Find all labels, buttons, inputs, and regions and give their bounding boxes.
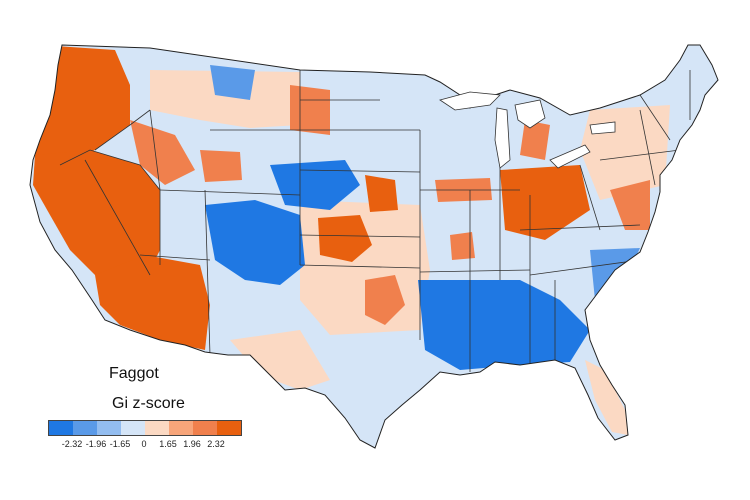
state-borders (59, 70, 691, 372)
legend-swatch-1 (73, 421, 97, 435)
missouri-hotspot (450, 232, 475, 260)
plains-light-hotspot (150, 70, 300, 128)
ohio-valley-hotspot (500, 165, 590, 240)
great-basin-hotspot (33, 150, 160, 280)
lake-superior (439, 91, 501, 111)
southwest-hotspot (95, 255, 210, 350)
carolinas-coldspot (590, 248, 640, 300)
legend-tick-label: 1.65 (159, 439, 177, 449)
legend-tick-label: -1.65 (109, 439, 131, 449)
florida-light-hotspot (585, 360, 628, 435)
legend-tick-label: 0 (141, 439, 147, 449)
legend-swatch-3 (121, 421, 145, 435)
nebraska-hotspot (365, 175, 398, 212)
legend-tick-label: -2.32 (61, 439, 83, 449)
legend-tick-label: 1.96 (183, 439, 201, 449)
legend-swatch-4 (145, 421, 169, 435)
legend-title: Gi z-score (112, 395, 185, 412)
pacific-northwest-hotspot (35, 45, 130, 165)
north-dakota-hotspot (290, 85, 330, 135)
idaho-hotspot (130, 120, 195, 185)
lake-ontario (589, 121, 616, 135)
legend-ticks: -2.32 -1.96 -1.65 0 1.65 1.96 2.32 (48, 436, 248, 450)
great-lakes (439, 91, 616, 169)
lake-erie (549, 144, 591, 169)
lake-michigan (494, 107, 511, 169)
legend-swatch-2 (97, 421, 121, 435)
montana-coldspot (210, 65, 255, 100)
legend-swatches (48, 420, 242, 436)
deep-south-coldspot (418, 280, 590, 370)
rockies-coldspot (205, 200, 305, 285)
texas-light-hotspot (230, 330, 330, 390)
lake-huron (514, 99, 546, 129)
legend-tick-label: -1.96 (85, 439, 107, 449)
legend-swatch-5 (169, 421, 193, 435)
legend-swatch-6 (193, 421, 217, 435)
wyoming-hotspot (200, 150, 242, 182)
kansas-hotspot (318, 215, 372, 262)
mid-atlantic-hotspot (610, 180, 650, 230)
map-title: Faggot (109, 365, 159, 382)
oklahoma-hotspot (365, 275, 405, 325)
legend-tick-label: 2.32 (207, 439, 225, 449)
country-outline (29, 44, 719, 449)
northern-plains-coldspot (270, 160, 360, 210)
legend-swatch-7 (217, 421, 241, 435)
michigan-hotspot (520, 120, 550, 160)
legend-swatch-0 (49, 421, 73, 435)
color-legend: -2.32 -1.96 -1.65 0 1.65 1.96 2.32 (48, 420, 248, 450)
